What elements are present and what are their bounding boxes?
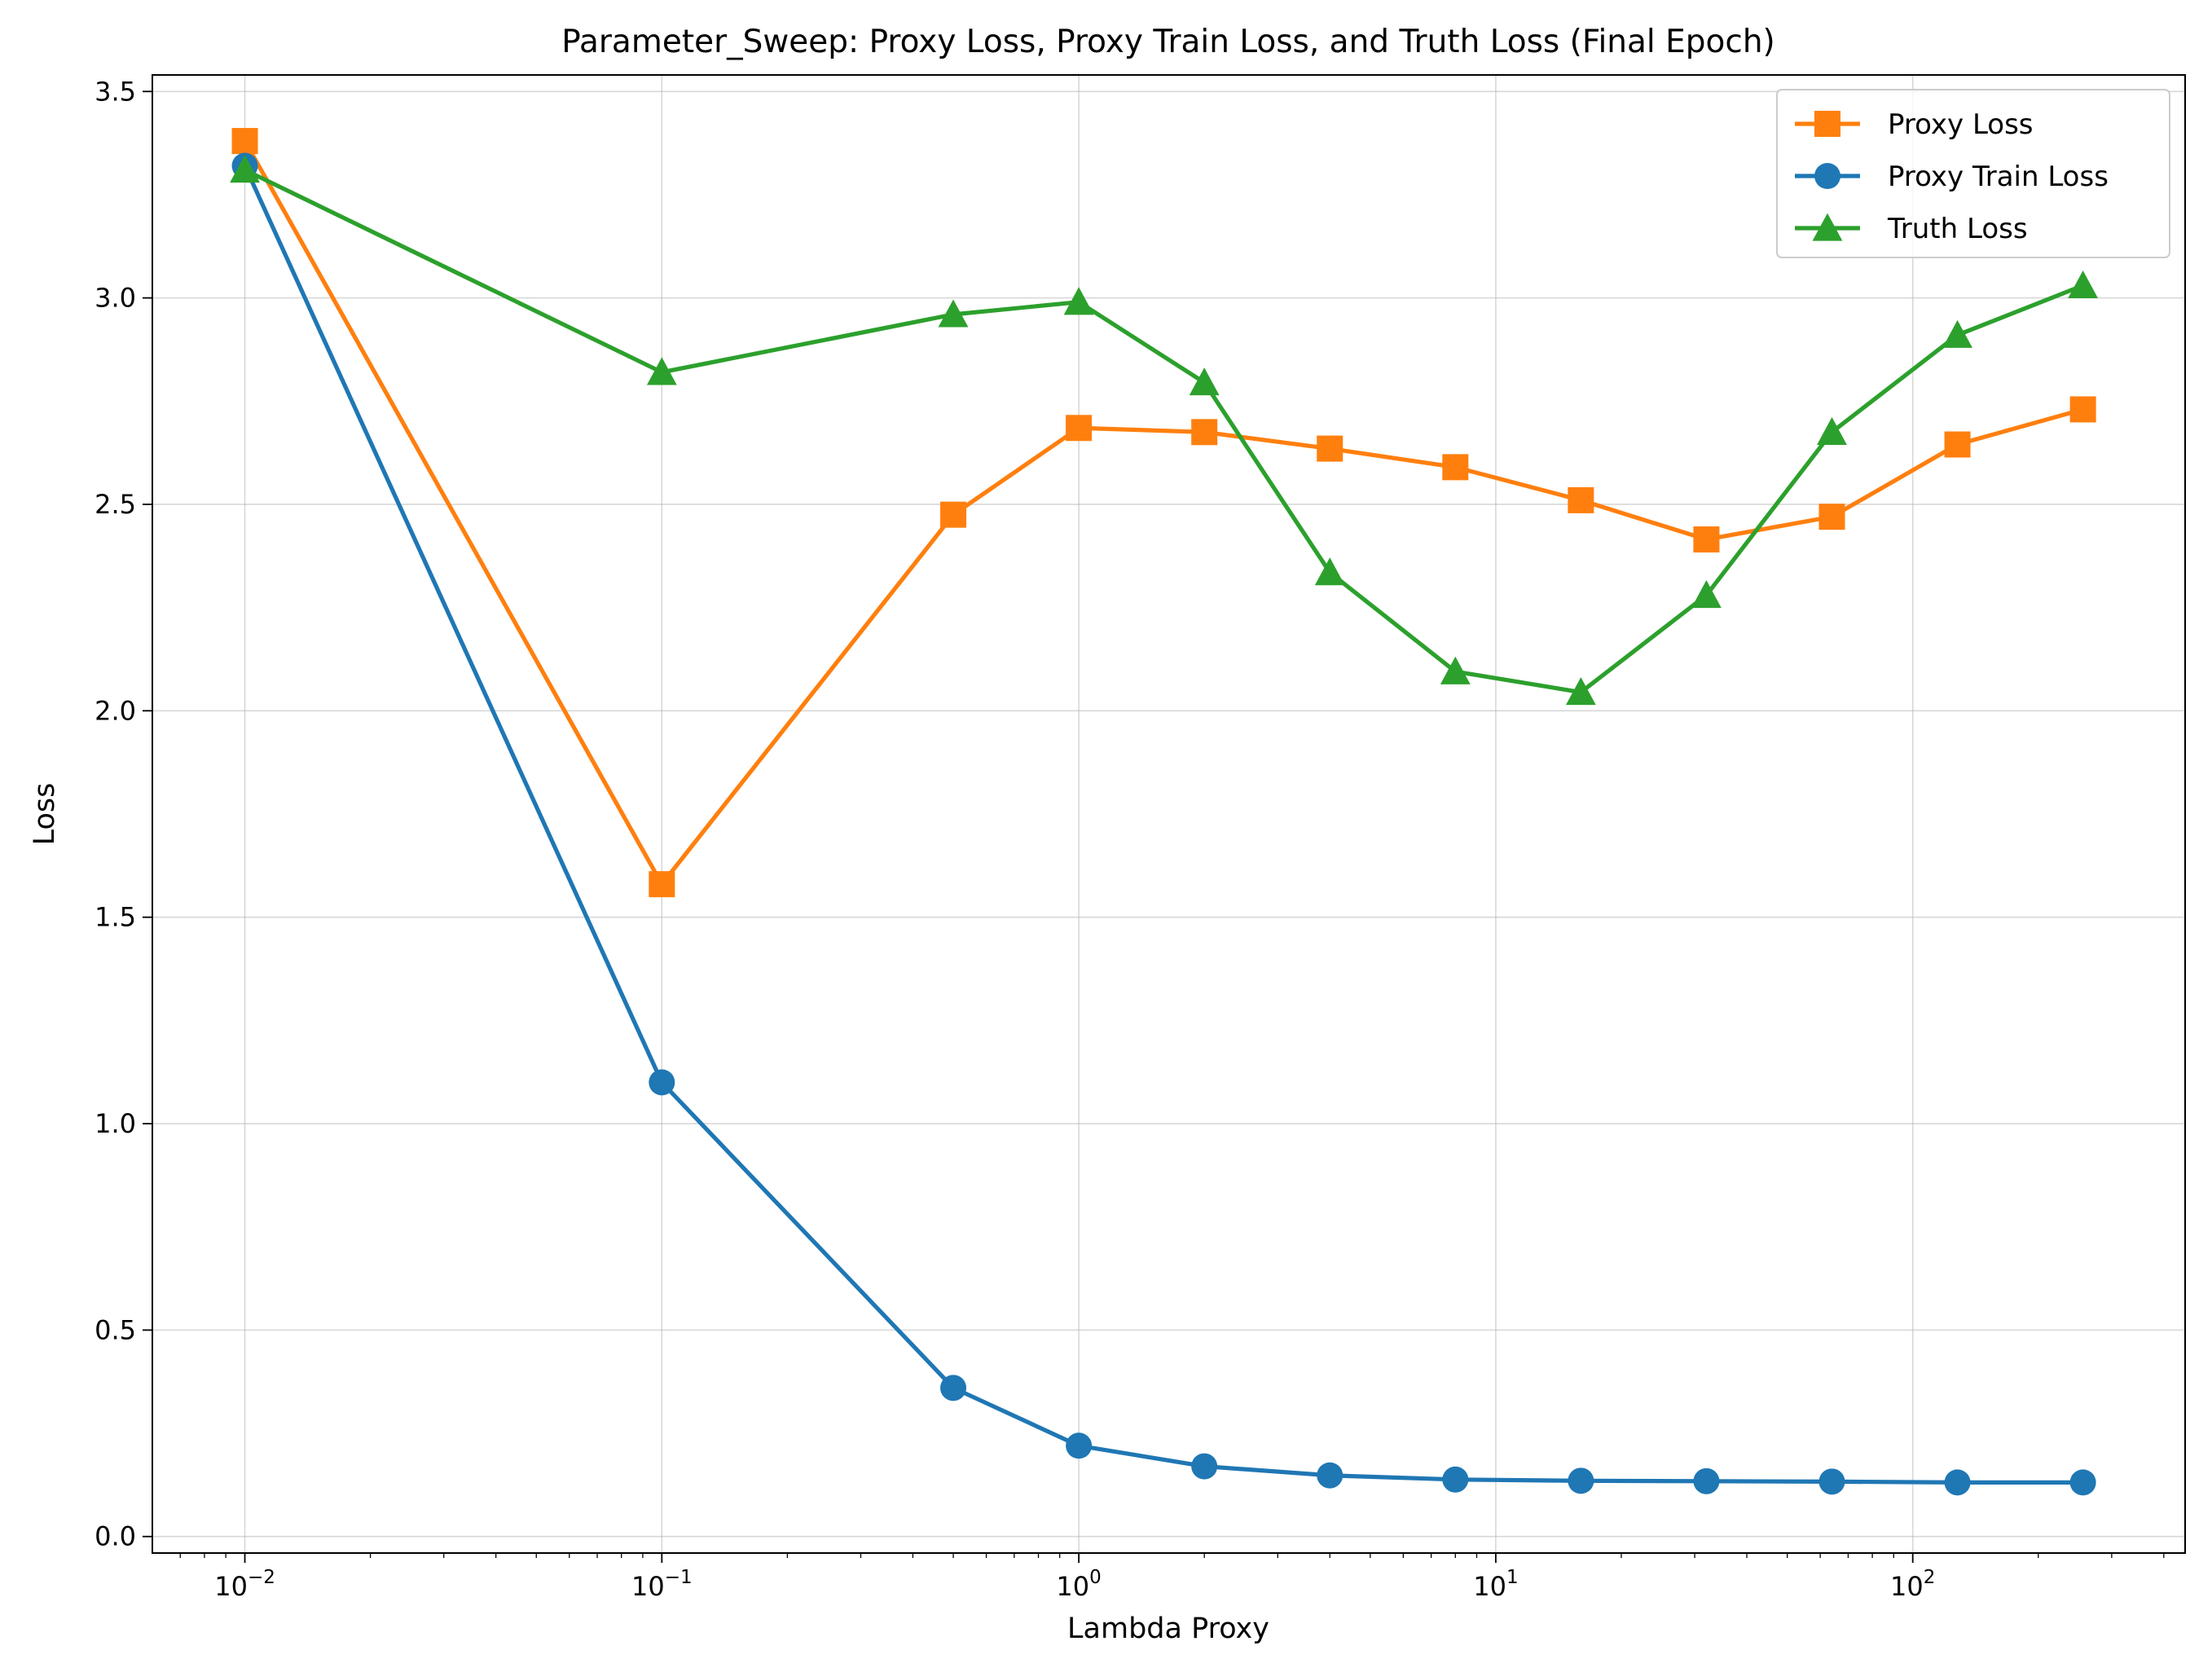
data-point-square xyxy=(1317,435,1343,462)
data-point-square xyxy=(1693,526,1720,553)
data-point-triangle xyxy=(1189,367,1220,396)
data-point-square xyxy=(1066,415,1093,442)
data-point-circle xyxy=(1814,163,1840,189)
data-point-square xyxy=(1568,486,1594,513)
data-point-circle xyxy=(1191,1453,1218,1480)
data-point-triangle xyxy=(1691,580,1722,609)
series-layer xyxy=(230,128,2099,1496)
tick-labels: 10−2 10−1 100 101 102 0.0 0.5 1.0 1.5 2.0 2.5 3.0 3.… xyxy=(95,76,1935,1602)
y-tick-label: 3.5 xyxy=(95,76,136,107)
x-tick-label: 101 xyxy=(1473,1567,1518,1602)
x-tick-label: 10−2 xyxy=(214,1567,275,1602)
data-point-circle xyxy=(649,1069,675,1096)
data-point-square xyxy=(2069,396,2096,423)
y-tick-label: 2.5 xyxy=(95,489,136,520)
data-point-circle xyxy=(1066,1432,1093,1459)
legend-label: Proxy Loss xyxy=(1888,108,2034,141)
data-point-triangle xyxy=(1063,287,1094,315)
data-point-triangle xyxy=(1314,557,1345,586)
data-point-square xyxy=(649,871,675,898)
y-tick-label: 1.5 xyxy=(95,902,136,933)
data-point-triangle xyxy=(230,155,260,183)
x-axis-label: Lambda Proxy xyxy=(1067,1613,1269,1645)
data-point-square xyxy=(1944,431,1971,458)
data-point-triangle xyxy=(2068,271,2099,299)
series-line xyxy=(243,165,2083,1485)
data-point-square xyxy=(1191,419,1218,446)
data-point-square xyxy=(231,128,258,155)
data-point-circle xyxy=(940,1375,967,1401)
legend-label: Truth Loss xyxy=(1887,213,2028,245)
x-tick-label: 100 xyxy=(1056,1567,1101,1602)
x-tick-label: 102 xyxy=(1890,1567,1935,1602)
data-point-triangle xyxy=(1565,677,1596,706)
data-point-square xyxy=(1814,111,1840,137)
x-tick-label: 10−1 xyxy=(631,1567,693,1602)
series-line xyxy=(243,139,2084,887)
series-line xyxy=(244,168,2084,695)
chart-title: Parameter_Sweep: Proxy Loss, Proxy Train… xyxy=(561,24,1775,60)
y-tick-label: 0.5 xyxy=(95,1314,136,1345)
axes xyxy=(143,74,2186,1563)
plot-frame xyxy=(152,74,2186,1554)
data-point-circle xyxy=(2069,1469,2096,1496)
data-point-triangle xyxy=(1942,319,1972,348)
data-point-triangle xyxy=(1440,656,1471,684)
data-point-circle xyxy=(1818,1468,1845,1495)
data-point-circle xyxy=(1568,1467,1594,1494)
data-point-circle xyxy=(1693,1467,1720,1494)
data-point-circle xyxy=(1944,1469,1971,1496)
data-point-triangle xyxy=(1812,213,1843,241)
data-point-circle xyxy=(1442,1466,1469,1493)
y-tick-label: 1.0 xyxy=(95,1108,136,1139)
grid-lines xyxy=(152,75,2185,1553)
y-tick-label: 0.0 xyxy=(95,1521,136,1552)
legend-box xyxy=(1776,89,2170,258)
y-axis-label: Loss xyxy=(29,783,61,846)
data-point-triangle xyxy=(646,357,677,385)
data-point-square xyxy=(940,501,967,528)
data-point-triangle xyxy=(938,299,969,328)
legend-label: Proxy Train Loss xyxy=(1888,161,2109,193)
data-point-circle xyxy=(1317,1462,1343,1489)
data-point-square xyxy=(1442,454,1469,481)
y-tick-label: 3.0 xyxy=(95,283,136,314)
data-point-triangle xyxy=(1817,416,1847,445)
y-tick-label: 2.0 xyxy=(95,695,136,726)
data-point-square xyxy=(1818,504,1845,530)
legend: Proxy Loss Proxy Train Loss Truth Loss xyxy=(1776,89,2170,258)
